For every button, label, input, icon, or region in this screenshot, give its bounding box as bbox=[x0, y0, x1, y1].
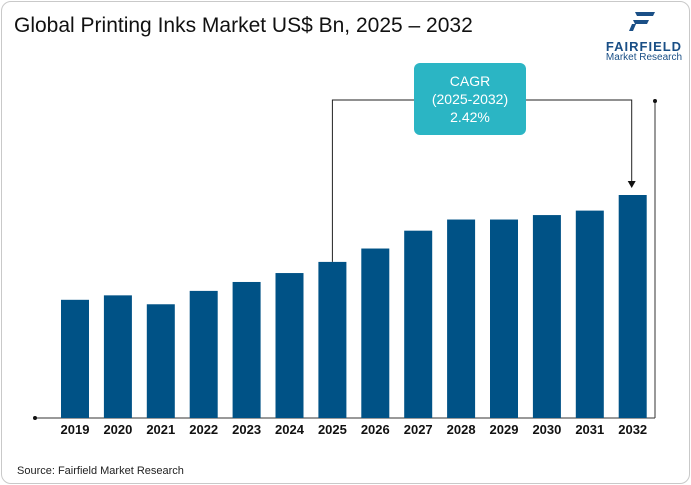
cagr-connector-left bbox=[331, 99, 414, 262]
bar-2028 bbox=[447, 219, 476, 418]
x-tick-label: 2023 bbox=[232, 422, 261, 437]
bar-2032 bbox=[618, 195, 647, 418]
cagr-connector-right bbox=[526, 99, 633, 181]
cagr-period: (2025-2032) bbox=[431, 91, 509, 107]
bar-2024 bbox=[275, 273, 304, 418]
x-tick-label: 2030 bbox=[532, 422, 561, 437]
x-tick-label: 2027 bbox=[404, 422, 433, 437]
x-tick-label: 2024 bbox=[275, 422, 305, 437]
bar-2027 bbox=[404, 230, 433, 418]
x-tick-label: 2029 bbox=[490, 422, 519, 437]
bar-2023 bbox=[232, 281, 261, 418]
arrow-down-icon bbox=[627, 181, 636, 188]
x-tick-label: 2019 bbox=[61, 422, 90, 437]
bar-2031 bbox=[575, 210, 604, 418]
x-tick-label: 2022 bbox=[189, 422, 218, 437]
bar-2030 bbox=[532, 215, 561, 418]
bar-2026 bbox=[361, 248, 390, 418]
source-note: Source: Fairfield Market Research bbox=[17, 465, 184, 477]
logo-subtext: Market Research bbox=[605, 52, 683, 63]
fairfield-logo: FAIRFIELD Market Research bbox=[598, 10, 690, 63]
bar-2029 bbox=[490, 219, 518, 418]
logo-mark-icon bbox=[629, 12, 655, 31]
bar-2022 bbox=[189, 290, 218, 418]
right-axis-dot bbox=[653, 99, 657, 103]
bar-2020 bbox=[103, 295, 132, 418]
logo-text: FAIRFIELD bbox=[605, 39, 683, 54]
cagr-label: CAGR bbox=[449, 73, 491, 89]
x-tick-label: 2032 bbox=[618, 422, 647, 437]
x-tick-label: 2028 bbox=[447, 422, 476, 437]
cagr-value: 2.42% bbox=[450, 109, 490, 125]
x-tick-label: 2026 bbox=[361, 422, 390, 437]
bar-2021 bbox=[146, 304, 175, 418]
bar-2025 bbox=[318, 261, 347, 418]
chart-title: Global Printing Inks Market US$ Bn, 2025… bbox=[14, 14, 473, 37]
cagr-box: CAGR (2025-2032) 2.42% bbox=[414, 63, 526, 135]
x-tick-label: 2031 bbox=[575, 422, 604, 437]
x-tick-label: 2025 bbox=[318, 422, 347, 437]
x-axis-dot bbox=[33, 416, 37, 420]
x-tick-label: 2021 bbox=[146, 422, 175, 437]
bar-2019 bbox=[61, 299, 89, 418]
x-tick-label: 2020 bbox=[103, 422, 132, 437]
